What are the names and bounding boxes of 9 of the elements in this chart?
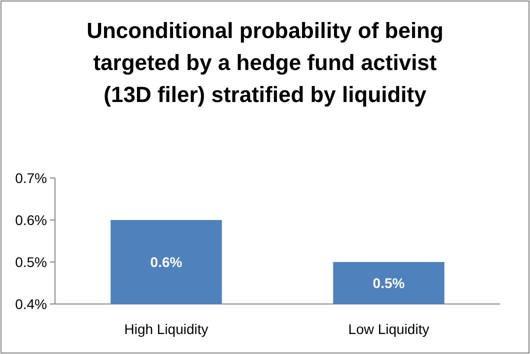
y-tick-label: 0.7%	[15, 170, 47, 186]
y-tick-label: 0.5%	[15, 254, 47, 270]
x-tick-label: Low Liquidity	[348, 321, 430, 337]
data-label: 0.6%	[150, 254, 183, 270]
x-tick-label: High Liquidity	[124, 321, 208, 337]
y-tick-label: 0.6%	[15, 212, 47, 228]
chart-title: Unconditional probability of being targeted by a hedge fund activist (13D filer) stratified by liquidity	[86, 18, 444, 107]
data-label: 0.5%	[372, 275, 406, 291]
y-tick-label: 0.4%	[15, 296, 47, 312]
